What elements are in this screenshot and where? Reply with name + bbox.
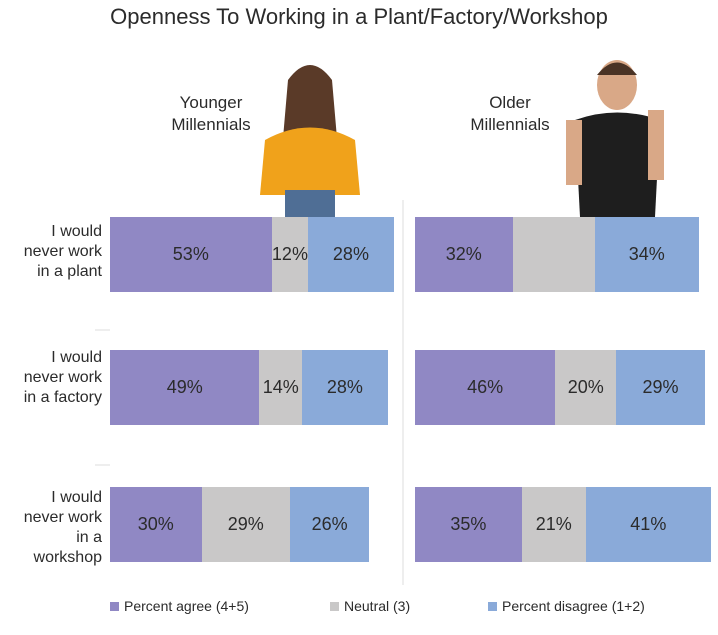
data-label: 21%	[535, 514, 572, 534]
bar-segment: 28%	[308, 217, 394, 292]
data-label: 26%	[311, 514, 348, 534]
legend-swatch	[330, 602, 339, 611]
data-label: 53%	[172, 244, 209, 264]
legend-label: Neutral (3)	[344, 598, 411, 614]
data-label: 46%	[467, 377, 504, 397]
data-label: 34%	[628, 244, 665, 264]
bar-segment: 12%	[271, 217, 309, 292]
data-label: 30%	[137, 514, 174, 534]
bar-segment: 30%	[110, 487, 202, 562]
legend-label: Percent agree (4+5)	[124, 598, 249, 614]
data-label: 20%	[567, 377, 604, 397]
legend-swatch	[110, 602, 119, 611]
panel-title: Younger Millennials	[171, 93, 251, 134]
bar-segment: 14%	[259, 350, 303, 425]
bar-segment: 26%	[289, 487, 370, 562]
person-illustration	[566, 60, 664, 217]
bar-segment: 29%	[201, 487, 290, 562]
data-label: 32%	[445, 244, 482, 264]
bar-segment: 32%	[415, 217, 513, 292]
person-illustration	[260, 65, 360, 217]
data-label: 28%	[326, 377, 363, 397]
category-label: I would never work in a plant	[23, 223, 102, 280]
legend-swatch	[488, 602, 497, 611]
bar-segment	[512, 217, 595, 292]
bar-segment: 20%	[555, 350, 617, 425]
bar-segment: 35%	[415, 487, 522, 562]
data-label: 35%	[450, 514, 487, 534]
legend-label: Percent disagree (1+2)	[502, 598, 645, 614]
data-label: 41%	[630, 514, 667, 534]
data-label: 12%	[271, 244, 308, 264]
chart-title: Openness To Working in a Plant/Factory/W…	[110, 4, 608, 29]
data-label: 49%	[166, 377, 203, 397]
bar-segment: 49%	[110, 350, 260, 425]
data-label: 29%	[642, 377, 679, 397]
bar-segment: 29%	[616, 350, 705, 425]
bar-segment: 28%	[302, 350, 388, 425]
data-label: 29%	[227, 514, 264, 534]
data-label: 14%	[262, 377, 299, 397]
bar-segment: 46%	[415, 350, 556, 425]
data-label: 28%	[332, 244, 369, 264]
panel-title: Older Millennials	[470, 93, 550, 134]
bar-segment: 34%	[594, 217, 699, 292]
bar-segment: 21%	[521, 487, 586, 562]
category-label: I would never work in a workshop	[23, 489, 102, 566]
category-label: I would never work in a factory	[23, 349, 102, 406]
bar-segment: 41%	[585, 487, 711, 562]
bar-segment: 53%	[110, 217, 272, 292]
